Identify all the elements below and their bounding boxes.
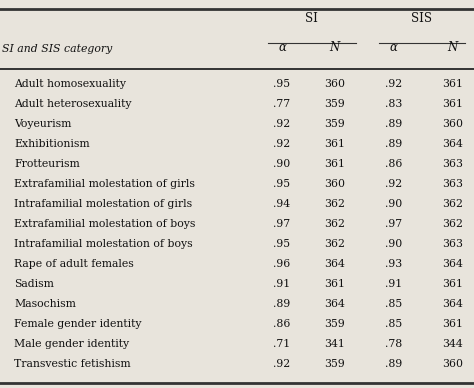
Text: Transvestic fetishism: Transvestic fetishism [14,359,131,369]
Text: 359: 359 [324,359,345,369]
Text: SI and SIS category: SI and SIS category [2,44,112,54]
Text: 364: 364 [324,299,345,309]
Text: N: N [329,41,339,54]
Text: Intrafamilial molestation of girls: Intrafamilial molestation of girls [14,199,192,209]
Text: 361: 361 [324,139,345,149]
Text: .94: .94 [273,199,291,209]
Text: .71: .71 [273,339,291,349]
Text: 364: 364 [324,259,345,269]
Text: Extrafamilial molestation of girls: Extrafamilial molestation of girls [14,179,195,189]
Text: .92: .92 [273,139,291,149]
Text: Frotteurism: Frotteurism [14,159,80,169]
Text: .93: .93 [385,259,402,269]
Text: 362: 362 [442,219,463,229]
Text: 359: 359 [324,319,345,329]
Text: .86: .86 [273,319,291,329]
Text: 362: 362 [324,199,345,209]
Text: 364: 364 [442,299,463,309]
Text: .92: .92 [273,119,291,129]
Text: 359: 359 [324,99,345,109]
Text: 363: 363 [442,179,463,189]
Text: 360: 360 [324,79,345,88]
Text: N: N [447,41,458,54]
Text: .97: .97 [385,219,402,229]
Text: 341: 341 [324,339,345,349]
Text: Adult heterosexuality: Adult heterosexuality [14,99,132,109]
Text: 361: 361 [324,159,345,169]
Text: 361: 361 [442,319,463,329]
Text: Intrafamilial molestation of boys: Intrafamilial molestation of boys [14,239,193,249]
Text: SIS: SIS [411,12,432,25]
Text: .97: .97 [273,219,291,229]
Text: 361: 361 [442,79,463,88]
Text: .95: .95 [273,239,291,249]
Text: 360: 360 [442,119,463,129]
Text: Male gender identity: Male gender identity [14,339,129,349]
Text: .83: .83 [385,99,402,109]
Text: .90: .90 [273,159,291,169]
Text: 363: 363 [442,239,463,249]
Text: Adult homosexuality: Adult homosexuality [14,79,126,88]
Text: .78: .78 [385,339,402,349]
Text: .89: .89 [385,359,402,369]
Text: 360: 360 [442,359,463,369]
Text: 361: 361 [442,99,463,109]
Text: 361: 361 [324,279,345,289]
Text: .95: .95 [273,179,291,189]
Text: .92: .92 [273,359,291,369]
Text: .85: .85 [385,319,402,329]
Text: SI: SI [305,12,318,25]
Text: 364: 364 [442,259,463,269]
Text: .95: .95 [273,79,291,88]
Text: 364: 364 [442,139,463,149]
Text: 362: 362 [442,199,463,209]
Text: α: α [390,41,397,54]
Text: .85: .85 [385,299,402,309]
Text: .86: .86 [385,159,402,169]
Text: .90: .90 [385,199,402,209]
Text: 359: 359 [324,119,345,129]
Text: Exhibitionism: Exhibitionism [14,139,90,149]
Text: Extrafamilial molestation of boys: Extrafamilial molestation of boys [14,219,196,229]
Text: α: α [278,41,286,54]
Text: .89: .89 [385,139,402,149]
Text: Voyeurism: Voyeurism [14,119,72,129]
Text: Rape of adult females: Rape of adult females [14,259,134,269]
Text: 362: 362 [324,219,345,229]
Text: Female gender identity: Female gender identity [14,319,142,329]
Text: .96: .96 [273,259,291,269]
Text: .91: .91 [273,279,291,289]
Text: .89: .89 [273,299,291,309]
Text: 344: 344 [442,339,463,349]
Text: 362: 362 [324,239,345,249]
Text: .92: .92 [385,79,402,88]
Text: .90: .90 [385,239,402,249]
Text: Sadism: Sadism [14,279,54,289]
Text: .77: .77 [273,99,291,109]
Text: .89: .89 [385,119,402,129]
Text: 363: 363 [442,159,463,169]
Text: .91: .91 [385,279,402,289]
Text: 361: 361 [442,279,463,289]
Text: 360: 360 [324,179,345,189]
Text: .92: .92 [385,179,402,189]
Text: Masochism: Masochism [14,299,76,309]
